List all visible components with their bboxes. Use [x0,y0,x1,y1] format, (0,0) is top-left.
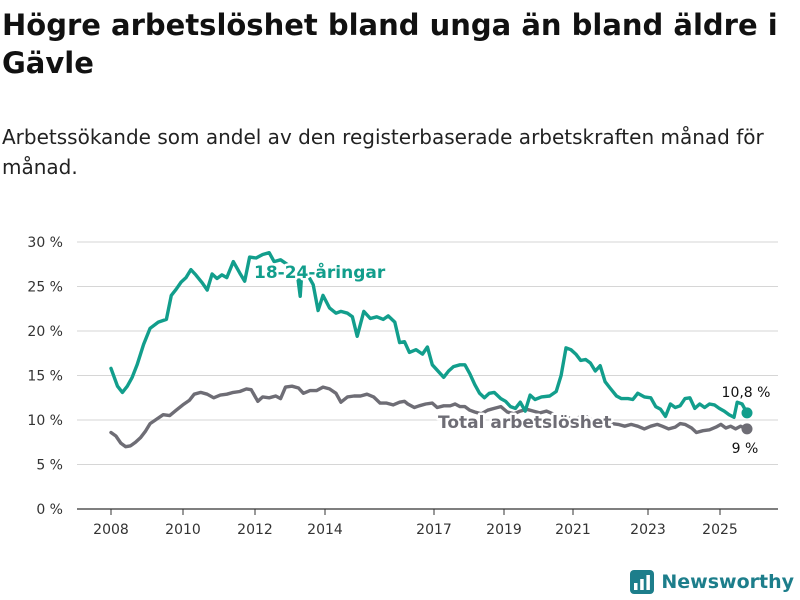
youth-series-label: 18-24-åringar [254,261,386,283]
x-tick-label: 2021 [555,522,591,538]
y-tick-label: 30 % [27,235,63,251]
x-tick-label: 2023 [630,522,666,538]
total-end-value-label: 9 % [732,441,759,457]
series-lines [109,251,753,449]
youth-end-value-label: 10,8 % [722,385,771,401]
x-tick-label: 2019 [486,522,522,538]
y-tick-label: 15 % [27,369,63,385]
x-tick-label: 2008 [93,522,129,538]
bar-chart-logo-icon [630,570,655,594]
x-tick-label: 2014 [307,522,343,538]
y-tick-label: 5 % [36,458,63,474]
brand-name: Newsworthy [661,571,794,593]
y-tick-label: 0 % [36,502,63,518]
x-tick-label: 2017 [416,522,452,538]
gridlines [77,241,778,510]
x-axis-ticks: 2008 2010 2012 2014 2017 2019 2021 2023 2025 [93,509,738,538]
y-tick-label: 10 % [27,413,63,429]
y-axis-ticks: 0 % 5 % 10 % 15 % 20 % 25 % 30 % [27,235,63,518]
x-tick-label: 2010 [165,522,201,538]
youth-series-line [109,251,749,419]
chart-title: Högre arbetslöshet bland unga än bland ä… [2,8,778,80]
chart-subtitle: Arbetssökande som andel av den registerb… [2,125,764,179]
series-labels: 18-24-åringar Total arbetslöshet 10,8 % 9 % [252,259,771,458]
y-tick-label: 25 % [27,280,63,296]
line-chart: 0 %5 %10 %15 %20 %25 %30 % 2008 2010 2012 2… [27,235,778,538]
brand: Newsworthy [630,570,794,594]
total-series-line [109,384,749,449]
y-tick-label: 20 % [27,324,63,340]
total-series-label: Total arbetslöshet [438,413,612,433]
youth-end-point [741,407,753,419]
x-tick-label: 2025 [702,522,738,538]
total-end-point [741,423,753,435]
x-tick-label: 2012 [237,522,273,538]
